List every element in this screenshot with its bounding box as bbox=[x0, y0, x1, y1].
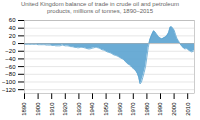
svg-text:−80: −80 bbox=[5, 72, 16, 78]
html-text:United Kingdom balance of trad: United Kingdom balance of trade in crude… bbox=[20, 1, 179, 15]
svg-text:0: 0 bbox=[12, 41, 16, 47]
svg-text:1900: 1900 bbox=[35, 102, 41, 116]
svg-text:−120: −120 bbox=[2, 87, 16, 93]
svg-text:1940: 1940 bbox=[89, 102, 95, 116]
svg-text:60: 60 bbox=[9, 18, 16, 24]
svg-text:−20: −20 bbox=[5, 49, 16, 55]
svg-text:1960: 1960 bbox=[117, 102, 123, 116]
svg-text:1930: 1930 bbox=[76, 102, 82, 116]
svg-text:1970: 1970 bbox=[130, 102, 136, 116]
svg-text:2010: 2010 bbox=[185, 102, 191, 116]
svg-text:2000: 2000 bbox=[171, 102, 177, 116]
svg-text:−60: −60 bbox=[5, 64, 16, 70]
svg-text:20: 20 bbox=[9, 33, 16, 39]
svg-text:−100: −100 bbox=[2, 79, 16, 85]
svg-text:−40: −40 bbox=[5, 56, 16, 62]
svg-text:1950: 1950 bbox=[103, 102, 109, 116]
svg-text:1910: 1910 bbox=[49, 102, 55, 116]
svg-text:1980: 1980 bbox=[144, 102, 150, 116]
svg-text:40: 40 bbox=[9, 25, 16, 31]
svg-text:1920: 1920 bbox=[62, 102, 68, 116]
svg-text:1890: 1890 bbox=[21, 102, 27, 116]
svg-text:1990: 1990 bbox=[157, 102, 163, 116]
